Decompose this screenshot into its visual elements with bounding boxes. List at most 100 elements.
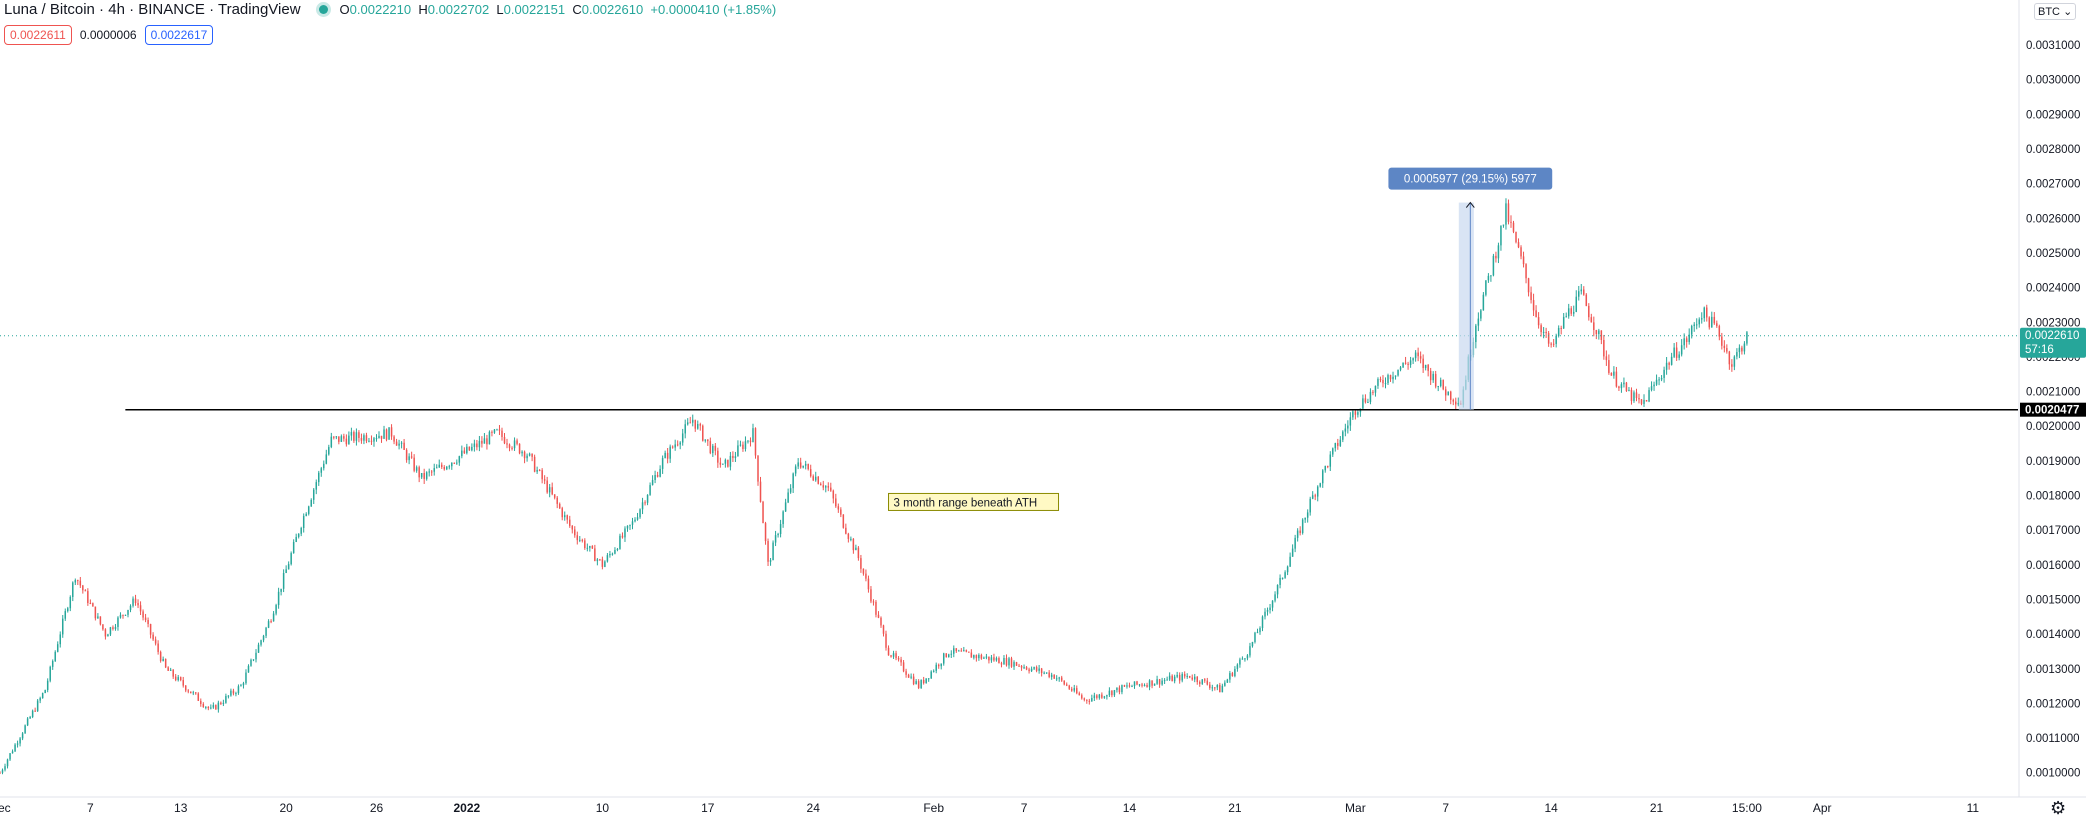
candle-body xyxy=(835,498,837,507)
candle-body xyxy=(425,472,428,479)
candle-body xyxy=(1422,358,1424,368)
symbol-title[interactable]: Luna / Bitcoin · 4h · BINANCE · TradingV… xyxy=(4,1,301,18)
candle-body xyxy=(767,541,769,562)
candle-body xyxy=(1490,275,1492,277)
candle-body xyxy=(468,446,471,451)
candle-body xyxy=(297,533,300,537)
candle-body xyxy=(656,474,659,477)
candle-body xyxy=(1382,379,1384,384)
candle-body xyxy=(752,428,754,443)
candle-body xyxy=(729,455,732,467)
candle-body xyxy=(373,438,375,442)
candle-body xyxy=(611,553,614,555)
candle-body xyxy=(887,647,890,656)
x-tick-label: 14 xyxy=(1544,801,1558,815)
candle-body xyxy=(664,452,666,459)
currency-selector[interactable]: BTC ⌄ xyxy=(2034,3,2077,20)
candle-body xyxy=(139,605,142,612)
candle-body xyxy=(418,467,420,478)
candle-body xyxy=(1096,695,1098,698)
chevron-down-icon: ⌄ xyxy=(2063,6,2073,18)
candle-body xyxy=(1083,698,1086,700)
candle-body xyxy=(380,435,383,439)
candle-body xyxy=(1246,655,1249,659)
candle-body xyxy=(1146,685,1148,687)
candle-body xyxy=(478,440,481,448)
candle-body xyxy=(865,573,867,579)
candle-body xyxy=(1028,669,1030,672)
sell-price-button[interactable]: 0.0022611 xyxy=(4,25,72,45)
x-tick-label: 26 xyxy=(370,801,384,815)
candle-body xyxy=(1141,684,1143,686)
candle-body xyxy=(245,672,247,684)
candle-body xyxy=(950,653,953,655)
candle-body xyxy=(69,596,72,609)
candle-body xyxy=(1206,680,1209,685)
candle-body xyxy=(1379,379,1382,381)
candle-body xyxy=(250,659,252,666)
candle-body xyxy=(375,438,378,440)
candle-body xyxy=(358,432,360,438)
candle-body xyxy=(830,487,832,491)
candle-body xyxy=(390,427,393,437)
candle-body xyxy=(794,466,797,474)
candle-body xyxy=(1003,658,1005,665)
y-tick-label: 0.0017000 xyxy=(2026,525,2080,537)
candle-body xyxy=(963,650,965,652)
candle-body xyxy=(471,446,473,451)
candle-body xyxy=(51,661,54,667)
candle-body xyxy=(709,441,712,454)
candle-body xyxy=(1575,296,1578,312)
gear-icon[interactable]: ⚙ xyxy=(2050,798,2067,818)
candle-body xyxy=(1535,310,1537,318)
candle-body xyxy=(1168,675,1171,680)
candle-body xyxy=(34,710,36,712)
candle-body xyxy=(1555,335,1557,344)
y-tick-label: 0.0025000 xyxy=(2026,248,2080,260)
candle-body xyxy=(195,692,197,694)
candle-body xyxy=(1683,338,1685,346)
candle-body xyxy=(694,419,697,429)
candle-body xyxy=(315,482,318,490)
candle-body xyxy=(1402,362,1404,368)
candle-body xyxy=(237,686,240,694)
candle-body xyxy=(1648,390,1650,402)
candle-body xyxy=(172,669,174,677)
candle-body xyxy=(300,528,302,534)
candle-body xyxy=(282,573,285,589)
candle-body xyxy=(446,466,448,470)
candle-body xyxy=(689,422,691,424)
candle-body xyxy=(137,603,139,606)
candle-body xyxy=(94,606,97,619)
candle-body xyxy=(1537,317,1540,326)
y-tick-label: 0.0012000 xyxy=(2026,698,2080,710)
candle-body xyxy=(847,533,850,539)
candle-body xyxy=(594,548,596,562)
candle-body xyxy=(56,644,59,652)
candle-body xyxy=(1324,466,1327,471)
candle-body xyxy=(1452,399,1455,402)
buy-price-button[interactable]: 0.0022617 xyxy=(144,25,214,45)
candle-body xyxy=(222,702,225,704)
candle-body xyxy=(1673,347,1675,357)
candle-body xyxy=(985,656,988,658)
candle-body xyxy=(1008,658,1010,666)
candle-body xyxy=(651,480,654,486)
candle-body xyxy=(506,443,508,445)
candle-body xyxy=(395,441,398,446)
candle-body xyxy=(1650,386,1653,391)
candle-body xyxy=(410,456,413,458)
candle-body xyxy=(14,744,16,752)
candle-body xyxy=(1226,679,1229,683)
candle-body xyxy=(1211,687,1214,689)
candle-body xyxy=(1076,688,1078,694)
candle-body xyxy=(235,693,237,695)
candle-body xyxy=(192,692,195,694)
candle-body xyxy=(802,465,804,468)
candle-body xyxy=(1645,399,1648,402)
candle-body xyxy=(338,436,340,442)
candle-body xyxy=(383,429,385,439)
candle-body xyxy=(1716,323,1718,327)
candle-body xyxy=(1133,681,1136,687)
